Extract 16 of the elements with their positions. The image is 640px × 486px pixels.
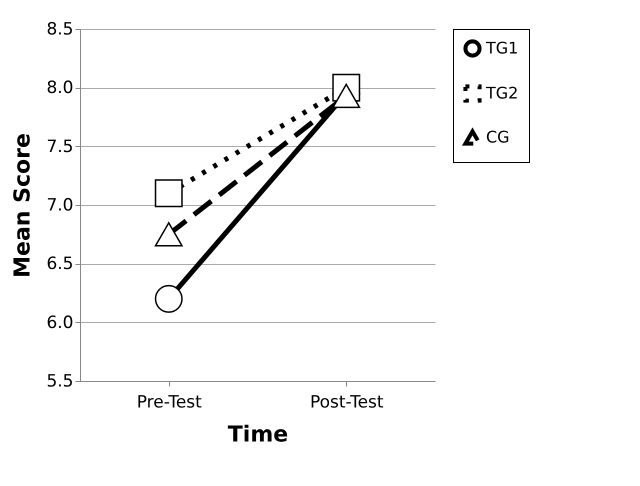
x-axis-title: Time: [228, 422, 288, 448]
y-tick-label: 7.0: [46, 196, 74, 216]
y-tick-label: 5.5: [46, 372, 74, 392]
y-axis-title: Mean Score: [10, 133, 36, 278]
y-tick-label: 8.0: [46, 78, 74, 98]
x-tick-label: Pre-Test: [136, 392, 202, 412]
legend-label: TG2: [485, 84, 518, 102]
legend-label: CG: [486, 128, 510, 146]
y-tick-label: 6.5: [46, 254, 74, 274]
y-tick-label: 8.5: [46, 20, 74, 40]
y-tick-label: 6.0: [46, 312, 74, 333]
point: [154, 179, 183, 208]
point: [154, 284, 183, 313]
y-tick-label: 7.5: [46, 136, 74, 157]
x-tick-label: Post-Test: [310, 392, 384, 412]
legend-label: TG1: [485, 38, 518, 58]
